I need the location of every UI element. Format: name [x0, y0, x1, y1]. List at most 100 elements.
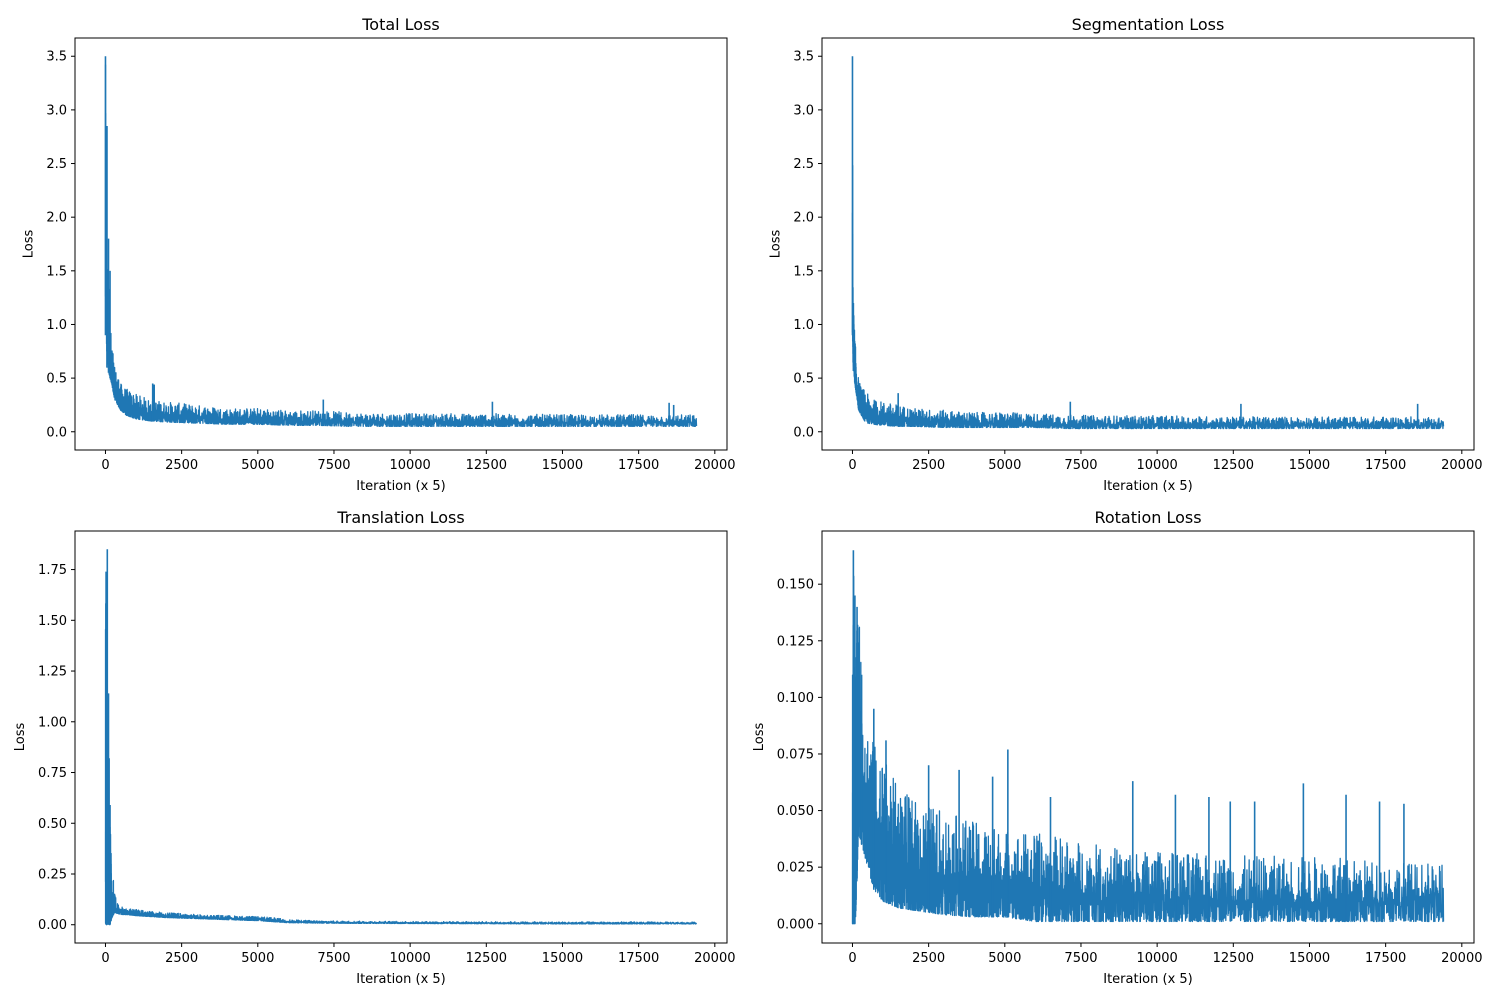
x-tick-label: 5000 — [988, 458, 1021, 473]
y-tick-label: 1.25 — [38, 665, 67, 680]
x-tick-label: 20000 — [1441, 458, 1482, 473]
panel-segmentation-loss: Segmentation Loss Iteration (x 5) Loss 0… — [768, 15, 1482, 494]
x-tick-label: 15000 — [542, 458, 583, 473]
y-tick-label: 0.150 — [777, 578, 814, 593]
x-tick-label: 5000 — [241, 458, 274, 473]
y-tick-label: 2.0 — [46, 211, 67, 226]
x-axis-ticks: 0 2500 5000 7500 10000 12500 15000 17500 20000 — [848, 450, 1482, 473]
y-tick-label: 1.75 — [38, 563, 67, 578]
x-axis-ticks: 0 2500 5000 7500 10000 12500 15000 17500 20000 — [101, 450, 735, 473]
chart-title: Rotation Loss — [1094, 508, 1201, 527]
y-tick-label: 0.00 — [38, 918, 67, 933]
x-axis-label: Iteration (x 5) — [1103, 479, 1193, 494]
series-marks — [104, 549, 698, 926]
x-tick-label: 0 — [101, 458, 109, 473]
chart-title: Segmentation Loss — [1072, 15, 1225, 34]
x-tick-label: 7500 — [1064, 951, 1097, 966]
y-tick-label: 2.0 — [793, 211, 814, 226]
x-tick-label: 0 — [101, 951, 109, 966]
y-axis-label: Loss — [768, 230, 783, 259]
x-tick-label: 5000 — [988, 951, 1021, 966]
x-tick-label: 7500 — [317, 951, 350, 966]
y-tick-label: 0.050 — [777, 804, 814, 819]
y-axis-ticks: 0.0 0.5 1.0 1.5 2.0 2.5 3.0 3.5 — [46, 50, 75, 440]
y-tick-label: 1.50 — [38, 614, 67, 629]
y-tick-label: 0.0 — [46, 425, 67, 440]
y-tick-label: 0.125 — [777, 634, 814, 649]
x-tick-label: 15000 — [542, 951, 583, 966]
series-marks — [851, 56, 1445, 430]
x-axis-ticks: 0 2500 5000 7500 10000 12500 15000 17500 20000 — [848, 943, 1482, 966]
y-tick-label: 1.5 — [46, 264, 67, 279]
plot-frame — [821, 37, 1475, 451]
x-tick-label: 17500 — [618, 458, 659, 473]
x-axis-label: Iteration (x 5) — [356, 972, 446, 987]
x-tick-label: 7500 — [1064, 458, 1097, 473]
series-line — [104, 64, 698, 428]
y-tick-label: 0.0 — [793, 425, 814, 440]
panel-translation-loss: Translation Loss Iteration (x 5) Loss 0 2… — [13, 508, 735, 987]
x-tick-label: 2500 — [165, 458, 198, 473]
series-marks — [104, 56, 698, 428]
y-tick-label: 0.025 — [777, 861, 814, 876]
x-axis-label: Iteration (x 5) — [356, 479, 446, 494]
x-tick-label: 17500 — [618, 951, 659, 966]
x-tick-label: 2500 — [165, 951, 198, 966]
x-tick-label: 10000 — [389, 951, 430, 966]
y-axis-label: Loss — [13, 723, 28, 752]
series-line — [104, 603, 698, 926]
x-tick-label: 20000 — [1441, 951, 1482, 966]
y-tick-label: 2.5 — [793, 157, 814, 172]
y-tick-label: 0.25 — [38, 867, 67, 882]
y-axis-ticks: 0.0 0.5 1.0 1.5 2.0 2.5 3.0 3.5 — [793, 50, 822, 440]
x-tick-label: 15000 — [1289, 951, 1330, 966]
series-marks — [851, 550, 1445, 925]
x-tick-label: 5000 — [241, 951, 274, 966]
x-axis-ticks: 0 2500 5000 7500 10000 12500 15000 17500 20000 — [101, 943, 735, 966]
y-tick-label: 3.0 — [46, 103, 67, 118]
x-tick-label: 0 — [848, 951, 856, 966]
x-tick-label: 17500 — [1365, 951, 1406, 966]
y-tick-label: 1.5 — [793, 264, 814, 279]
x-tick-label: 17500 — [1365, 458, 1406, 473]
x-tick-label: 10000 — [1136, 951, 1177, 966]
y-tick-label: 3.0 — [793, 103, 814, 118]
x-tick-label: 0 — [848, 458, 856, 473]
x-tick-label: 12500 — [466, 951, 507, 966]
x-tick-label: 10000 — [1136, 458, 1177, 473]
y-tick-label: 2.5 — [46, 157, 67, 172]
x-tick-label: 12500 — [1213, 951, 1254, 966]
x-axis-label: Iteration (x 5) — [1103, 972, 1193, 987]
plot-frame — [74, 37, 728, 451]
x-tick-label: 2500 — [912, 458, 945, 473]
x-tick-label: 2500 — [912, 951, 945, 966]
series-line — [851, 575, 1445, 925]
plot-frame — [74, 530, 728, 944]
y-tick-label: 0.5 — [793, 372, 814, 387]
y-tick-label: 0.75 — [38, 766, 67, 781]
x-tick-label: 15000 — [1289, 458, 1330, 473]
y-axis-label: Loss — [752, 723, 767, 752]
y-axis-ticks: 0.00 0.25 0.50 0.75 1.00 1.25 1.50 1.75 — [38, 563, 75, 933]
y-tick-label: 0.50 — [38, 817, 67, 832]
panel-rotation-loss: Rotation Loss Iteration (x 5) Loss 0 2500… — [752, 508, 1482, 987]
y-tick-label: 3.5 — [46, 50, 67, 65]
y-tick-label: 1.0 — [46, 318, 67, 333]
chart-title: Translation Loss — [336, 508, 464, 527]
x-tick-label: 10000 — [389, 458, 430, 473]
y-tick-label: 1.00 — [38, 715, 67, 730]
chart-title: Total Loss — [361, 15, 440, 34]
y-tick-label: 0.075 — [777, 747, 814, 762]
y-tick-label: 0.000 — [777, 917, 814, 932]
panel-total-loss: Total Loss Iteration (x 5) Loss 0 2500 500… — [21, 15, 735, 494]
series-line — [851, 165, 1445, 430]
y-axis-label: Loss — [21, 230, 36, 259]
y-tick-label: 3.5 — [793, 50, 814, 65]
y-tick-label: 1.0 — [793, 318, 814, 333]
x-tick-label: 12500 — [1213, 458, 1254, 473]
x-tick-label: 20000 — [694, 951, 735, 966]
y-tick-label: 0.5 — [46, 372, 67, 387]
x-tick-label: 20000 — [694, 458, 735, 473]
